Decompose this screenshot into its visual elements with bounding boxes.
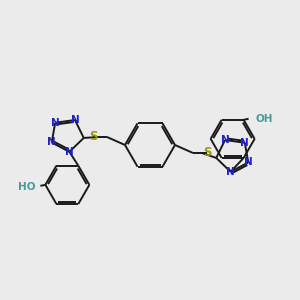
Text: S: S	[203, 146, 211, 160]
Text: OH: OH	[256, 114, 273, 124]
Text: N: N	[65, 147, 74, 157]
Text: N: N	[47, 137, 56, 148]
Text: N: N	[70, 115, 80, 125]
Text: S: S	[89, 130, 97, 143]
Text: N: N	[244, 158, 253, 167]
Text: N: N	[226, 167, 235, 177]
Text: N: N	[51, 118, 60, 128]
Text: N: N	[220, 135, 230, 145]
Text: HO: HO	[18, 182, 35, 192]
Text: N: N	[240, 138, 249, 148]
